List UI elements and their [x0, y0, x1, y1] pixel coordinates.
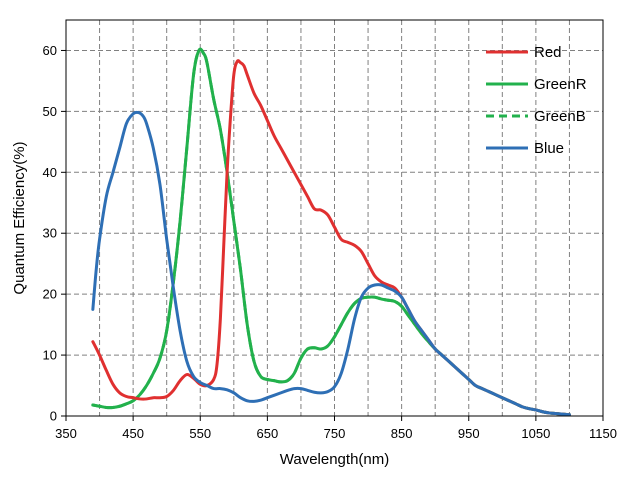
x-tick-label: 850	[391, 426, 413, 441]
axis-tick-labels: 350 450 550 650 750 850 950 1050 1150 0 10 20 30 40 50…	[43, 43, 617, 441]
y-tick-label: 40	[43, 165, 57, 180]
y-tick-label: 20	[43, 287, 57, 302]
y-tick-label: 50	[43, 104, 57, 119]
x-tick-label: 1050	[521, 426, 550, 441]
series-lines	[91, 47, 571, 417]
x-tick-label: 750	[324, 426, 346, 441]
y-axis-title: Quantum Efficiency(%)	[11, 141, 28, 294]
legend-label-red: Red	[534, 44, 562, 61]
x-tick-label: 1150	[589, 426, 617, 441]
legend-label-greenr: GreenR	[534, 76, 587, 93]
x-tick-label: 950	[458, 426, 480, 441]
y-tick-label: 0	[50, 409, 57, 424]
legend-label-greenb: GreenB	[534, 108, 586, 125]
y-tick-label: 60	[43, 43, 57, 58]
x-tick-label: 650	[257, 426, 279, 441]
y-tick-label: 30	[43, 226, 57, 241]
x-tick-label: 350	[55, 426, 77, 441]
legend: Red GreenR GreenB Blue	[486, 44, 587, 157]
x-axis-title: Wavelength(nm)	[280, 451, 389, 468]
axis-ticks	[61, 49, 604, 421]
x-tick-label: 550	[189, 426, 211, 441]
y-tick-label: 10	[43, 348, 57, 363]
x-tick-label: 450	[122, 426, 144, 441]
legend-label-blue: Blue	[534, 140, 564, 157]
series-line-blue	[91, 110, 571, 417]
